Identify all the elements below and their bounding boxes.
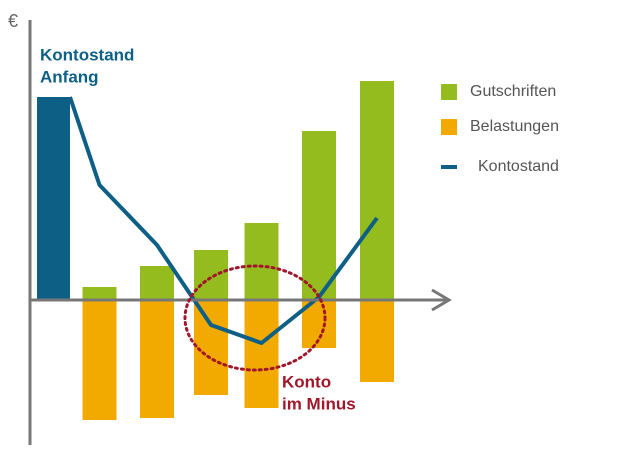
annotation: Konto (282, 372, 331, 391)
legend-swatch (441, 84, 457, 100)
bar (194, 250, 228, 300)
annotation: im Minus (282, 394, 356, 413)
legend-label: Gutschriften (470, 83, 556, 100)
start-bar (37, 97, 70, 300)
y-axis-label: € (8, 11, 18, 31)
annotation: Anfang (40, 67, 99, 86)
bar (194, 300, 228, 395)
bar (82, 287, 117, 300)
bar (82, 300, 117, 420)
legend-label: Kontostand (478, 158, 559, 175)
legend-swatch (441, 119, 457, 135)
bar (360, 300, 394, 382)
highlight-ellipse (183, 264, 327, 372)
x-axis-arrow (431, 288, 452, 312)
bar (140, 266, 174, 300)
bar (360, 81, 394, 300)
bar (244, 300, 279, 408)
bar (140, 300, 174, 418)
legend-label: Belastungen (470, 118, 559, 135)
bar (302, 131, 336, 300)
bar (244, 223, 279, 300)
annotation: Kontostand (40, 45, 134, 64)
